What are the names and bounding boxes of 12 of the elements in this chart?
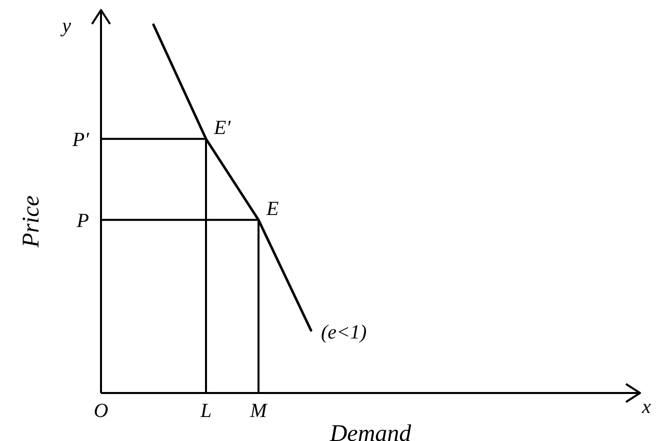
x-tick-label: M <box>249 400 268 422</box>
text: x <box>641 396 651 418</box>
series-label: (e<1) <box>321 321 368 344</box>
x-tick-label: O <box>94 400 108 422</box>
text: y <box>60 15 72 37</box>
ref-line-label: P <box>76 210 89 232</box>
annotation: E <box>266 198 279 220</box>
y-axis-title: Price <box>18 195 45 248</box>
ref-line-label: P′ <box>71 128 90 151</box>
x-tick-label: L <box>199 400 212 422</box>
x-axis-title: Demand <box>328 421 412 441</box>
annotation: E′ <box>213 116 232 139</box>
